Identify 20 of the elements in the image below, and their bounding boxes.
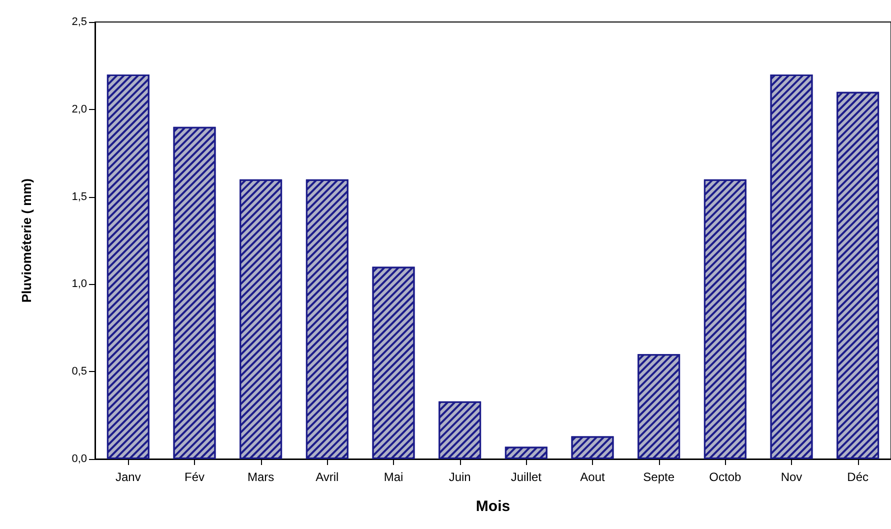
- x-tick-label: Janv: [115, 470, 141, 484]
- x-tick-label: Mai: [384, 470, 404, 484]
- x-tick-label: Septe: [643, 470, 675, 484]
- x-tick-label: Mars: [247, 470, 274, 484]
- y-tick-label: 0,5: [72, 366, 87, 378]
- y-tick-label: 2,5: [72, 16, 87, 28]
- y-tick-label: 0,0: [72, 453, 87, 465]
- x-axis-title: Mois: [476, 498, 510, 515]
- y-tick-label: 1,5: [72, 190, 87, 203]
- x-tick-label: Juillet: [510, 470, 542, 484]
- x-tick-label: Fév: [184, 470, 205, 484]
- x-tick-label: Nov: [780, 470, 802, 484]
- x-tick-label: Juin: [448, 470, 471, 484]
- y-tick-label: 2,0: [72, 103, 87, 116]
- x-tick-label: Aout: [580, 470, 606, 484]
- x-tick-label: Octob: [709, 470, 742, 484]
- y-tick-label: 1,0: [72, 278, 87, 290]
- x-tick-label: Avril: [316, 470, 339, 484]
- y-axis-title: Pluviométerie ( mm): [19, 178, 34, 303]
- x-tick-label: Déc: [847, 470, 869, 484]
